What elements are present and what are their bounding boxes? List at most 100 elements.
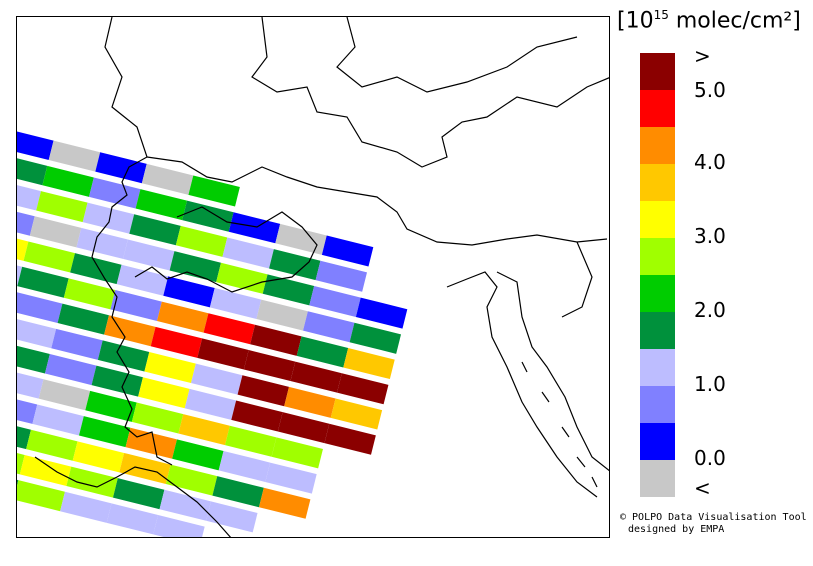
legend-swatch: [640, 201, 675, 238]
swath-pixel: [144, 352, 196, 384]
legend-swatch: [640, 90, 675, 127]
swath-pixel: [159, 489, 211, 521]
swath-pixel: [296, 336, 349, 368]
swath-pixel: [324, 423, 376, 455]
unit-prefix: [10: [617, 8, 654, 34]
swath-pixel: [57, 303, 109, 335]
legend-tick-label: <: [694, 476, 711, 500]
border-line-east: [561, 241, 593, 318]
swath-pixel: [269, 249, 321, 281]
map-panel[interactable]: [16, 16, 610, 538]
legend-swatch: [640, 423, 675, 460]
swath-pixel: [17, 179, 41, 211]
swath-pixel: [262, 274, 315, 306]
swath-pixel: [32, 404, 84, 436]
swath-pixel: [321, 235, 374, 267]
coastline-ligurian: [34, 456, 232, 537]
swath-pixel: [182, 200, 234, 232]
swath-pixel: [125, 427, 177, 459]
swath-pixel: [157, 301, 209, 333]
legend-swatch: [640, 386, 675, 423]
legend-swatch: [640, 164, 675, 201]
legend-swatch: [640, 460, 675, 497]
swath-pixel: [42, 165, 94, 197]
legend-tick-label: 0.0: [694, 446, 726, 470]
swath-pixel: [197, 338, 249, 370]
swath-pixel: [209, 287, 262, 319]
border-line-west: [91, 17, 173, 466]
swath-pixel: [237, 375, 289, 407]
color-legend-bar: [640, 53, 675, 497]
legend-swatch: [640, 53, 675, 90]
swath-pixel: [275, 223, 327, 255]
legend-swatch: [640, 127, 675, 164]
swath-pixel: [60, 491, 112, 523]
swath-pixel: [85, 390, 137, 422]
border-line-north: [251, 17, 609, 168]
legend-swatch: [640, 238, 675, 275]
swath-pixel: [243, 350, 296, 382]
swath-pixel: [271, 437, 323, 469]
unit-exponent: 15: [653, 8, 669, 22]
swath-pixel: [17, 480, 65, 512]
swath-pixel: [337, 373, 389, 405]
credit-line-2: designed by EMPA: [628, 524, 725, 535]
swath-pixel: [38, 379, 91, 411]
swath-pixel: [150, 326, 203, 358]
swath-pixel: [29, 216, 82, 248]
swath-pixel: [106, 503, 159, 535]
swath-pixel: [17, 291, 63, 323]
swath-pixel: [216, 262, 268, 294]
legend-tick-label: >: [694, 44, 711, 68]
swath-pixel: [172, 439, 224, 471]
swath-pixel: [188, 175, 240, 207]
border-line-alps: [134, 206, 318, 293]
swath-pixel: [203, 313, 255, 345]
legend-tick-label: 4.0: [694, 150, 726, 174]
legend-tick-label: 5.0: [694, 78, 726, 102]
swath-pixel: [330, 398, 383, 430]
swath-pixel: [36, 191, 88, 223]
swath-pixel: [91, 365, 143, 397]
swath-pixel: [17, 317, 57, 349]
legend-swatch: [640, 275, 675, 312]
swath-pixel: [256, 299, 308, 331]
swath-pixel: [250, 324, 302, 356]
swath-pixel: [355, 297, 408, 329]
swath-pixel: [70, 253, 122, 285]
swath-pixel: [17, 154, 48, 186]
swath-pixel: [290, 361, 342, 393]
swath-pixel: [72, 441, 125, 473]
swath-pixel: [141, 163, 194, 195]
swath-pixel: [44, 354, 97, 386]
swath-pixel: [78, 416, 131, 448]
swath-pixel: [191, 363, 243, 395]
swath-pixel: [303, 311, 355, 343]
swath-pixel: [17, 266, 69, 298]
coastline-islands: [521, 361, 598, 488]
coastline-istria: [496, 271, 609, 472]
border-line-ne: [336, 17, 578, 93]
swath-pixel: [89, 177, 141, 209]
swath-pixel: [169, 251, 222, 283]
coastline-adriatic: [446, 271, 598, 498]
swath-pixel: [17, 418, 31, 450]
swath-pixel: [349, 322, 402, 354]
swath-pixel: [82, 202, 135, 234]
swath-pixel: [23, 241, 75, 273]
swath-pixel: [309, 285, 361, 317]
legend-tick-label: 3.0: [694, 224, 726, 248]
credit-line-1: © POLPO Data Visualisation Tool: [620, 512, 807, 523]
swath-pixel: [343, 348, 395, 380]
swath-pixel: [17, 204, 35, 236]
satellite-swaths: [17, 129, 408, 537]
legend-tick-label: 1.0: [694, 372, 726, 396]
swath-pixel: [66, 466, 118, 498]
swath-pixel: [129, 214, 181, 246]
swath-pixel: [175, 225, 228, 257]
swath-pixel: [131, 402, 184, 434]
swath-pixel: [224, 425, 277, 457]
swath-pixel: [95, 152, 147, 184]
swath-pixel: [17, 342, 50, 374]
swath-pixel: [165, 464, 218, 496]
